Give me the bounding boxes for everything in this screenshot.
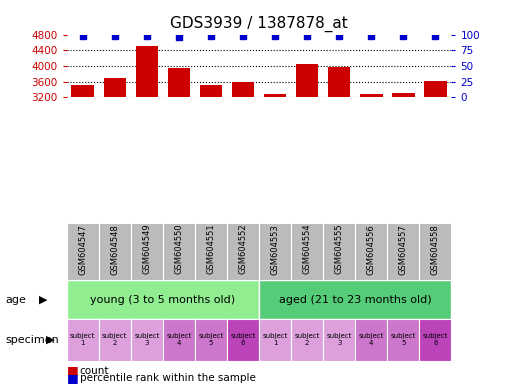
- Bar: [168, 68, 190, 223]
- Bar: [420, 319, 451, 361]
- Text: age: age: [5, 295, 26, 305]
- Bar: [135, 46, 158, 223]
- Text: GSM604547: GSM604547: [78, 224, 87, 275]
- Text: subject
6: subject 6: [423, 333, 448, 346]
- Text: GSM604555: GSM604555: [334, 224, 344, 275]
- Bar: [387, 319, 420, 361]
- Title: GDS3939 / 1387878_at: GDS3939 / 1387878_at: [170, 16, 348, 32]
- Bar: [131, 223, 163, 280]
- Point: [335, 33, 343, 40]
- Bar: [259, 319, 291, 361]
- Text: aged (21 to 23 months old): aged (21 to 23 months old): [279, 295, 431, 305]
- Text: subject
5: subject 5: [199, 333, 224, 346]
- Bar: [296, 64, 319, 223]
- Point: [175, 34, 183, 40]
- Text: subject
2: subject 2: [294, 333, 320, 346]
- Bar: [355, 223, 387, 280]
- Bar: [323, 223, 355, 280]
- Bar: [232, 83, 254, 223]
- Text: subject
6: subject 6: [230, 333, 255, 346]
- Point: [367, 33, 376, 40]
- Text: ■: ■: [67, 372, 78, 384]
- Bar: [104, 78, 126, 223]
- Text: GSM604558: GSM604558: [431, 224, 440, 275]
- Text: GSM604557: GSM604557: [399, 224, 408, 275]
- Bar: [195, 223, 227, 280]
- Bar: [98, 319, 131, 361]
- Bar: [291, 223, 323, 280]
- Text: specimen: specimen: [5, 335, 59, 345]
- Text: GSM604551: GSM604551: [206, 224, 215, 275]
- Text: subject
5: subject 5: [391, 333, 416, 346]
- Bar: [323, 319, 355, 361]
- Point: [431, 33, 440, 39]
- Bar: [355, 319, 387, 361]
- Bar: [424, 81, 447, 223]
- Text: percentile rank within the sample: percentile rank within the sample: [80, 373, 255, 383]
- Text: ■: ■: [67, 364, 78, 377]
- Bar: [227, 319, 259, 361]
- Point: [399, 33, 407, 40]
- Text: GSM604548: GSM604548: [110, 224, 120, 275]
- Text: subject
1: subject 1: [70, 333, 95, 346]
- Point: [303, 33, 311, 39]
- Text: GSM604554: GSM604554: [303, 224, 312, 275]
- Text: subject
4: subject 4: [359, 333, 384, 346]
- Text: subject
1: subject 1: [263, 333, 288, 346]
- Text: GSM604549: GSM604549: [142, 224, 151, 275]
- Bar: [67, 223, 98, 280]
- Bar: [71, 85, 94, 223]
- Bar: [98, 223, 131, 280]
- Point: [143, 33, 151, 39]
- Text: GSM604552: GSM604552: [239, 224, 248, 275]
- Bar: [360, 94, 383, 223]
- Point: [111, 33, 119, 40]
- Point: [78, 33, 87, 40]
- Bar: [264, 94, 286, 223]
- Text: ▶: ▶: [46, 335, 55, 345]
- Bar: [259, 223, 291, 280]
- Bar: [163, 319, 195, 361]
- Text: young (3 to 5 months old): young (3 to 5 months old): [90, 295, 235, 305]
- Bar: [163, 223, 195, 280]
- Text: GSM604556: GSM604556: [367, 224, 376, 275]
- Text: count: count: [80, 366, 109, 376]
- Bar: [200, 85, 222, 223]
- Bar: [131, 319, 163, 361]
- Bar: [67, 280, 259, 319]
- Text: subject
3: subject 3: [327, 333, 352, 346]
- Text: subject
3: subject 3: [134, 333, 160, 346]
- Bar: [195, 319, 227, 361]
- Bar: [420, 223, 451, 280]
- Text: subject
2: subject 2: [102, 333, 127, 346]
- Bar: [328, 67, 350, 223]
- Bar: [259, 280, 451, 319]
- Text: GSM604553: GSM604553: [270, 224, 280, 275]
- Bar: [291, 319, 323, 361]
- Point: [239, 33, 247, 40]
- Point: [271, 33, 279, 40]
- Point: [207, 33, 215, 40]
- Bar: [392, 93, 415, 223]
- Bar: [387, 223, 420, 280]
- Text: ▶: ▶: [38, 295, 47, 305]
- Text: subject
4: subject 4: [166, 333, 191, 346]
- Bar: [67, 319, 98, 361]
- Bar: [227, 223, 259, 280]
- Text: GSM604550: GSM604550: [174, 224, 184, 275]
